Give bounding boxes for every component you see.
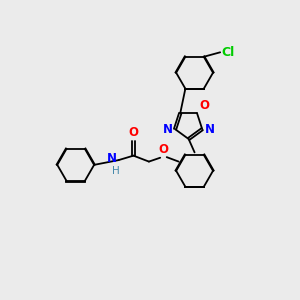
Text: O: O [128,126,138,139]
Text: N: N [107,152,117,165]
Text: O: O [200,99,209,112]
Text: O: O [159,142,169,156]
Text: H: H [112,166,119,176]
Text: N: N [205,123,214,136]
Text: N: N [163,123,173,136]
Text: Cl: Cl [221,46,234,59]
